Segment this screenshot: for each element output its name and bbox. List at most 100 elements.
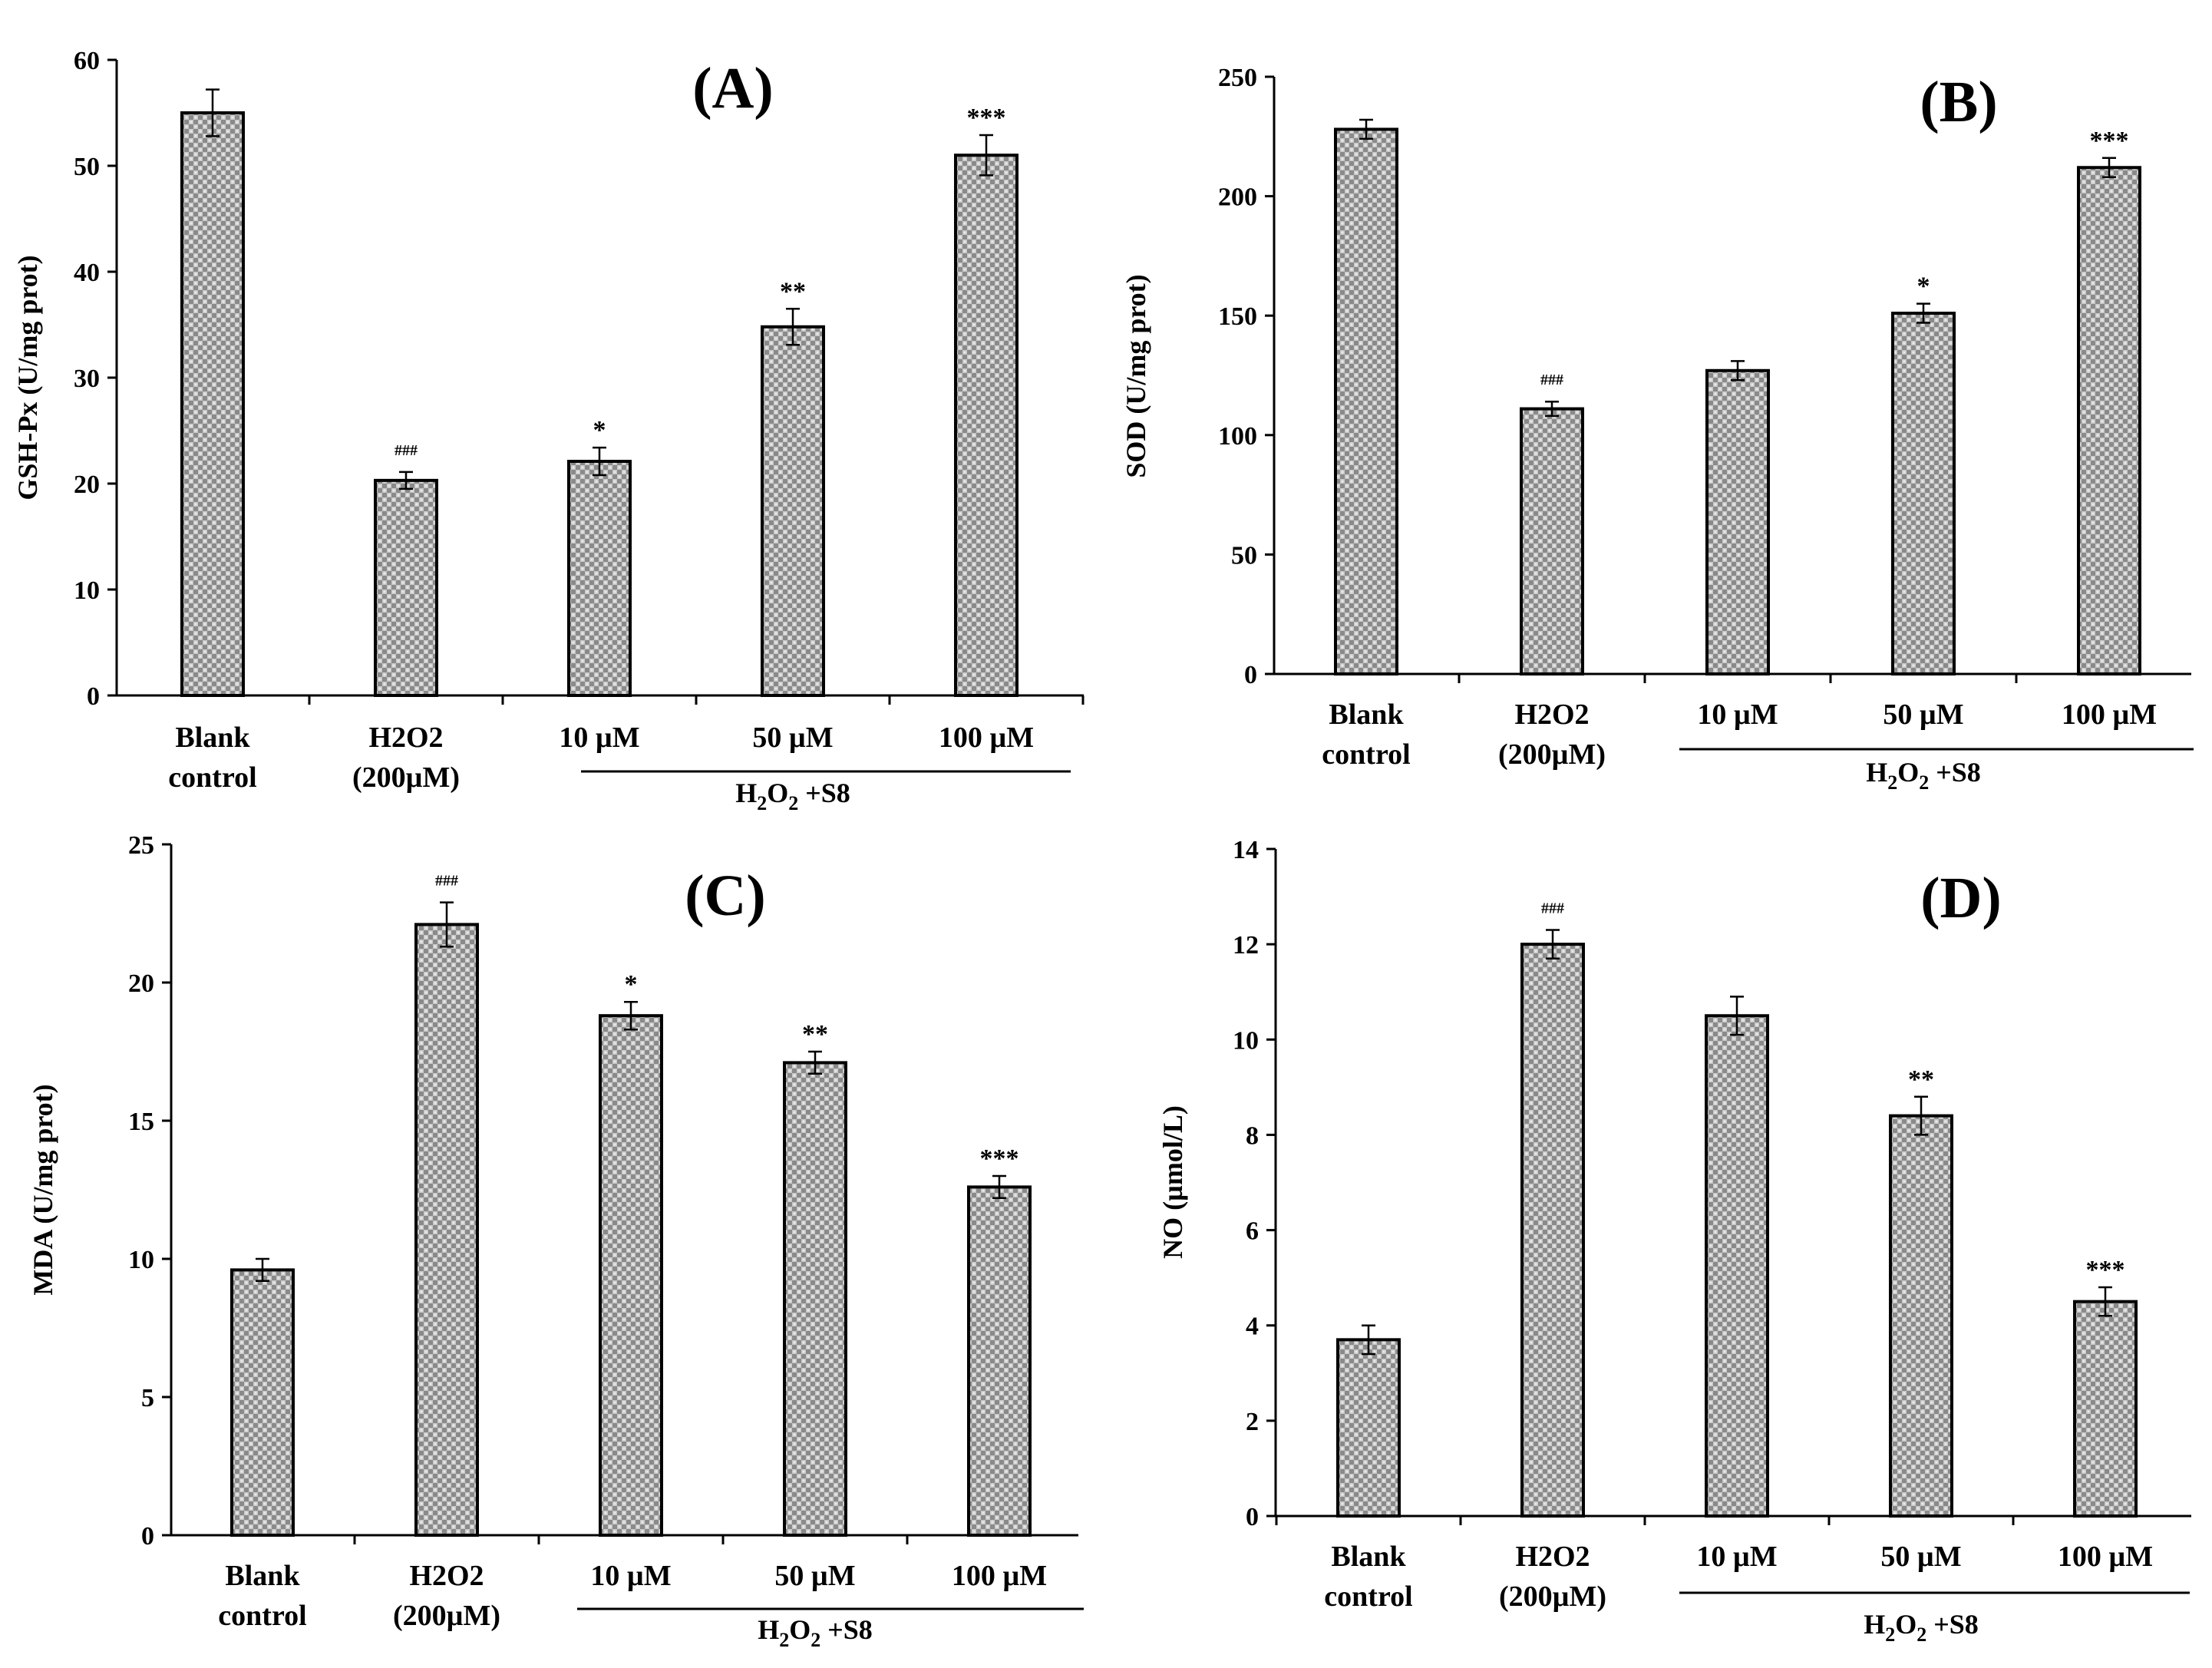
x-category-label: control [168,761,256,794]
bar-b-5 [2077,166,2141,676]
x-category-label: Blank [1331,1541,1406,1573]
y-tick-label: 40 [74,259,100,287]
significance-label: *** [980,1144,1019,1173]
x-category-label: 50 µM [1883,699,1963,731]
bar-d-2 [1520,943,1585,1518]
bar-d-3 [1705,1014,1769,1518]
bar-d-5 [2073,1300,2138,1518]
y-tick-label: 100 [1218,422,1257,451]
y-tick-label: 50 [1231,541,1257,570]
y-tick-label: 200 [1218,183,1257,212]
y-tick-label: 0 [1244,661,1257,689]
x-category-label: Blank [175,722,250,754]
bar-a-3 [567,460,632,698]
y-tick-label: 25 [128,831,154,860]
bar-b-4 [1891,312,1956,675]
x-category-label: (200µM) [1499,1580,1606,1613]
panel-d: 0 2 4 6 8 10 12 14 NO (µmol/L) (D) Blank control ###… [1157,836,2191,1646]
bar-c-5 [967,1185,1032,1538]
panel-b: 0 50 100 150 200 250 SOD (U/mg prot) (B) Blank co… [1121,64,2194,794]
group-label: H2O2 +S8 [1866,757,1981,794]
x-category-label: H2O2 [409,1560,484,1592]
bar-c-1 [230,1268,295,1538]
panel-label-d: (D) [1920,866,2002,930]
significance-label: ** [802,1020,828,1049]
x-category-label: 50 µM [752,722,833,754]
x-category-label: H2O2 [1515,1541,1590,1573]
y-tick-label: 15 [128,1108,154,1136]
significance-label: ### [395,442,418,459]
bar-d-1 [1336,1338,1401,1518]
bar-b-1 [1334,127,1398,676]
y-tick-label: 5 [141,1384,154,1412]
y-tick-label: 0 [1246,1503,1259,1531]
significance-label: ### [435,873,458,890]
y-tick-label: 0 [141,1522,154,1551]
y-tick-label: 2 [1246,1408,1259,1436]
x-category-label: (200µM) [1498,738,1606,771]
y-tick-label: 0 [87,682,100,711]
x-category-label: 100 µM [2062,699,2157,731]
significance-label: *** [2090,127,2129,155]
group-label: H2O2 +S8 [758,1614,873,1651]
y-tick-label: 10 [128,1246,154,1274]
bar-c-3 [599,1014,663,1537]
y-tick-label: 60 [74,47,100,75]
y-axis-label-b: SOD (U/mg prot) [1121,274,1151,477]
x-category-label: Blank [225,1560,300,1592]
bar-d-4 [1889,1114,1953,1518]
x-category-label: (200µM) [393,1600,500,1632]
y-tick-label: 250 [1218,64,1257,92]
significance-label: ### [1540,372,1563,388]
x-category-label: control [1322,738,1410,771]
bar-a-4 [761,325,825,697]
panel-a: 0 10 20 30 40 50 60 GSH-Px (U/mg prot) (A) Blank c… [12,47,1085,814]
x-category-label: 100 µM [952,1560,1047,1592]
y-axis-label-c: MDA (U/mg prot) [28,1084,58,1295]
significance-label: ### [1541,900,1564,917]
y-tick-label: 6 [1246,1217,1259,1246]
panel-c: 0 5 10 15 20 25 MDA (U/mg prot) (C) Blank control… [28,831,1084,1651]
y-tick-label: 4 [1246,1313,1259,1341]
significance-label: * [625,970,638,999]
significance-label: *** [967,104,1006,132]
significance-label: * [593,416,606,444]
y-tick-label: 10 [1233,1026,1259,1055]
group-label: H2O2 +S8 [1864,1609,1979,1646]
y-tick-label: 14 [1233,836,1259,864]
y-tick-label: 20 [74,471,100,499]
panel-label-a: (A) [692,56,774,121]
x-category-label: control [218,1600,306,1632]
bar-a-5 [954,154,1019,697]
x-category-label: 10 µM [559,722,639,754]
y-tick-label: 8 [1246,1121,1259,1150]
significance-label: ** [1908,1065,1934,1094]
x-category-label: (200µM) [352,761,460,794]
x-category-label: 10 µM [1697,699,1778,731]
significance-label: ** [780,277,806,306]
bar-b-3 [1705,368,1770,675]
x-category-label: H2O2 [1514,699,1589,731]
x-category-label: H2O2 [368,722,443,754]
y-axis-label-d: NO (µmol/L) [1157,1105,1188,1259]
x-category-label: 10 µM [1696,1541,1777,1573]
significance-label: *** [2086,1256,2125,1284]
bar-a-1 [180,111,245,697]
bar-a-2 [374,478,438,697]
x-category-label: 50 µM [1880,1541,1961,1573]
panel-label-c: (C) [685,864,766,928]
x-category-label: 10 µM [590,1560,671,1592]
bar-b-2 [1520,407,1584,675]
panel-label-b: (B) [1920,70,1997,134]
x-category-label: 100 µM [939,722,1034,754]
bar-c-2 [414,923,479,1537]
group-label: H2O2 +S8 [735,778,850,814]
y-axis-label-a: GSH-Px (U/mg prot) [12,255,43,500]
bar-c-4 [783,1061,847,1537]
x-category-label: 100 µM [2058,1541,2153,1573]
x-category-label: Blank [1329,699,1404,731]
y-tick-label: 50 [74,153,100,181]
y-tick-label: 150 [1218,302,1257,331]
significance-label: * [1917,272,1930,301]
y-tick-label: 12 [1233,931,1259,960]
